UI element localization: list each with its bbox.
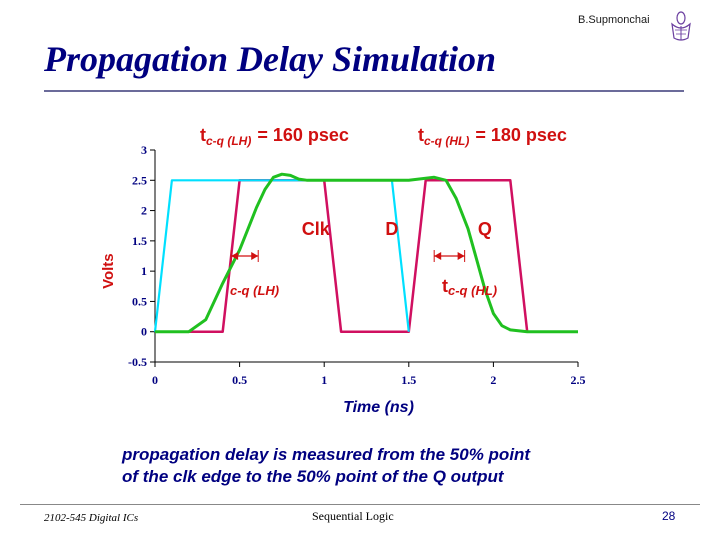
y-tick-label: 3 <box>141 143 147 157</box>
y-tick-label: 0 <box>141 325 147 339</box>
delay-arrow-head-left <box>434 252 442 260</box>
measurement-label-2: tc-q (HL) <box>442 276 497 298</box>
series-line-clk <box>155 179 578 333</box>
delay-arrow-head-left <box>231 252 239 260</box>
chart-series <box>153 172 578 334</box>
measurement-t: t <box>200 125 206 145</box>
signal-label-d: D <box>385 219 398 239</box>
chart-axes: -0.5 0 0.5 1 1.5 2 2.5 3 0 0.5 1 1.5 2 2.5 Time (ns) Vo… <box>100 143 586 416</box>
measurement-t: t <box>418 125 424 145</box>
title-divider <box>44 90 684 92</box>
delay-arrow-head-right <box>251 252 259 260</box>
series-line-d <box>153 179 410 332</box>
x-tick-label: 1.5 <box>401 373 416 387</box>
chart-annotations: Clk D Qtc-q (LH) = 160 psec tc-q (HL) = 180 p… <box>200 125 567 298</box>
measurement-label-subscript: c-q (HL) <box>448 283 497 298</box>
measurement-label-1: c-q (LH) <box>230 283 279 298</box>
caption-line-2: of the clk edge to the 50% point of the … <box>122 467 504 486</box>
footer-divider <box>20 504 700 505</box>
measurement-header-1: tc-q (LH) = 160 psec <box>200 125 349 148</box>
y-tick-label: 2.5 <box>132 173 147 187</box>
x-axis-label: Time (ns) <box>343 399 414 416</box>
y-tick-label: 1 <box>141 264 147 278</box>
measurement-value: = 180 psec <box>475 125 567 145</box>
caption-line-1: propagation delay is measured from the 5… <box>122 445 531 464</box>
signal-label-q: Q <box>478 219 492 239</box>
y-tick-label: 2 <box>141 204 147 218</box>
author-name: B.Supmonchai <box>578 14 650 26</box>
y-tick-label: 0.5 <box>132 294 147 308</box>
footer-topic: Sequential Logic <box>312 509 394 523</box>
measurement-label-subscript: c-q (LH) <box>230 283 279 298</box>
caption: propagation delay is measured from the 5… <box>122 444 682 488</box>
signal-label-clk: Clk <box>302 219 331 239</box>
y-tick-label: 1.5 <box>132 234 147 248</box>
measurement-value: = 160 psec <box>257 125 349 145</box>
measurement-subscript: c-q (HL) <box>424 134 469 148</box>
x-tick-label: 2.5 <box>571 373 586 387</box>
measurement-label-t: t <box>442 276 448 296</box>
measurement-header-2: tc-q (HL) = 180 psec <box>418 125 567 148</box>
university-seal-icon <box>671 11 691 41</box>
y-axis-label: Volts <box>100 253 117 289</box>
delay-arrow-head-right <box>457 252 465 260</box>
page-number: 28 <box>662 509 676 523</box>
x-tick-label: 0.5 <box>232 373 247 387</box>
series-line-q <box>155 172 578 334</box>
x-tick-label: 1 <box>321 373 327 387</box>
x-tick-label: 2 <box>490 373 496 387</box>
x-tick-label: 0 <box>152 373 158 387</box>
page-title: Propagation Delay Simulation <box>44 39 497 79</box>
y-tick-label: -0.5 <box>128 355 147 369</box>
footer-course: 2102-545 Digital ICs <box>44 512 139 524</box>
measurement-subscript: c-q (LH) <box>206 134 251 148</box>
